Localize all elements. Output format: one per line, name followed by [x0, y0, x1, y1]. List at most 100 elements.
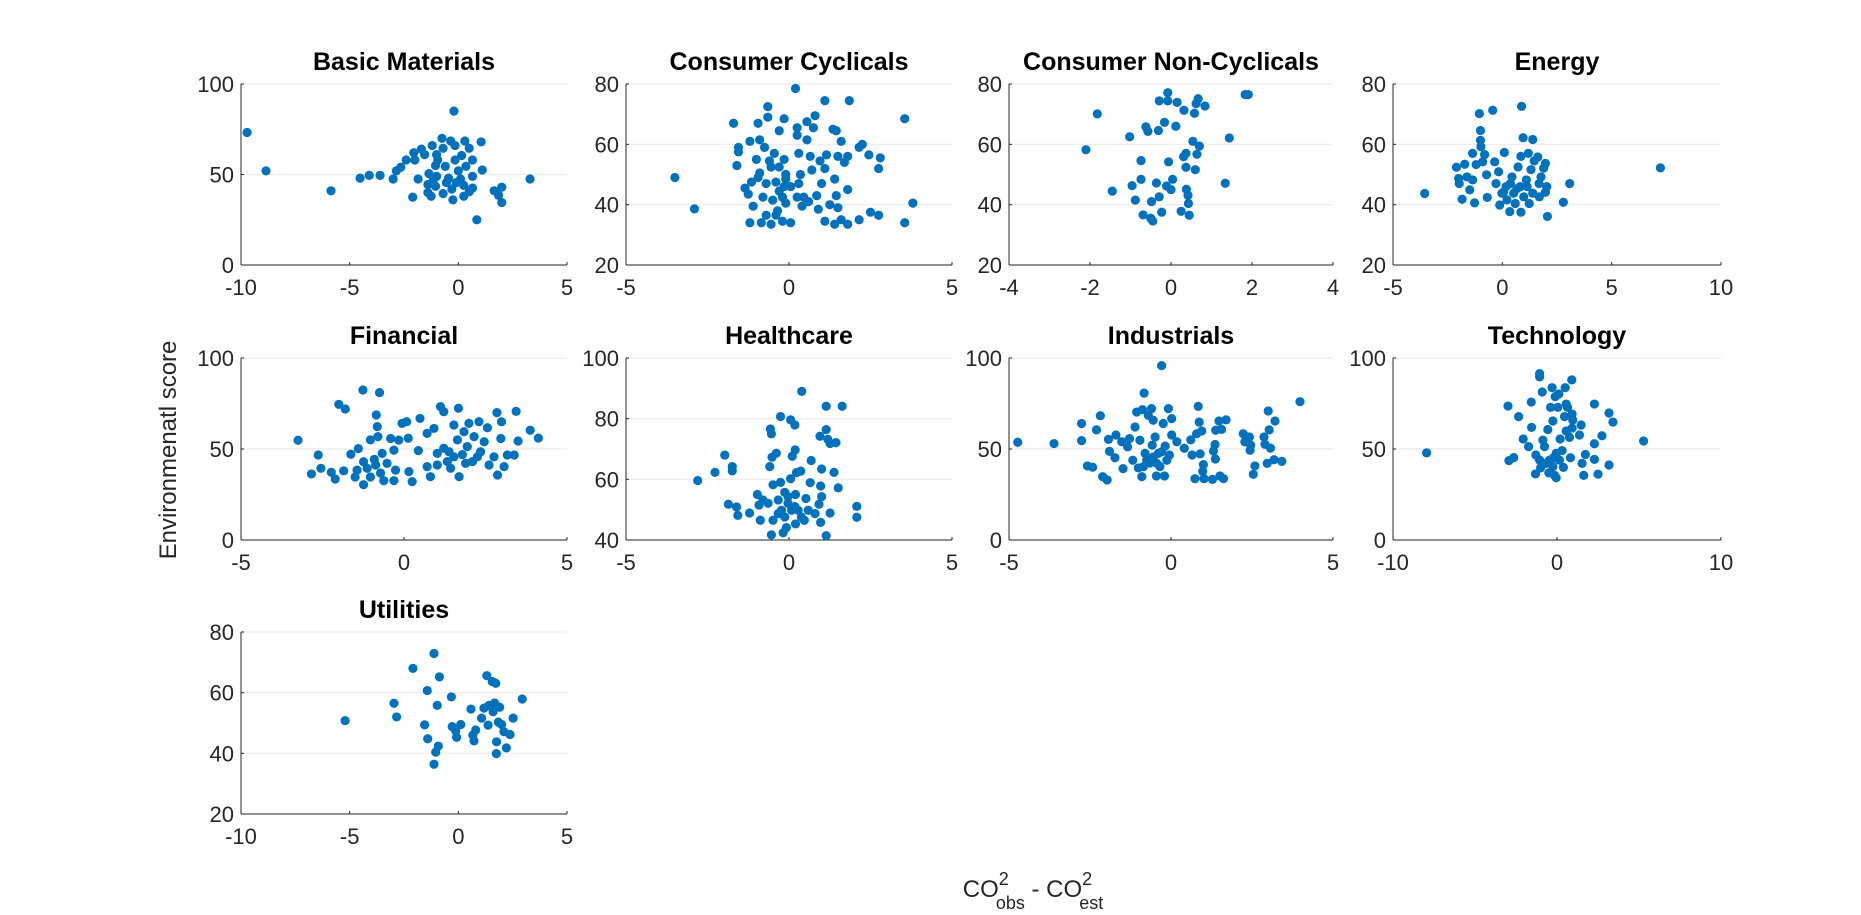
data-point: [427, 140, 437, 151]
data-point: [1139, 388, 1149, 398]
data-point: [803, 197, 814, 207]
data-point: [1516, 151, 1526, 161]
y-tick-label: 80: [595, 407, 619, 432]
data-point: [744, 508, 755, 518]
data-point: [836, 215, 846, 225]
data-point: [803, 505, 813, 515]
data-point: [1193, 94, 1203, 104]
data-point: [358, 480, 369, 490]
data-point: [1157, 361, 1167, 371]
data-point: [464, 418, 474, 428]
x-tick-label: 5: [561, 824, 573, 849]
data-point: [821, 424, 831, 435]
data-point: [1499, 147, 1509, 158]
data-point: [1513, 162, 1523, 172]
data-point: [1539, 442, 1550, 452]
data-point: [403, 433, 413, 443]
data-point: [1559, 412, 1570, 422]
data-point: [755, 168, 765, 178]
x-tick-label: 0: [452, 824, 464, 849]
data-point: [796, 466, 806, 476]
data-point: [1148, 216, 1158, 226]
data-point: [1166, 184, 1176, 195]
data-point: [1179, 105, 1189, 115]
y-tick-label: 100: [197, 346, 234, 371]
data-point: [781, 522, 791, 533]
data-point: [1597, 431, 1607, 441]
data-point: [720, 450, 730, 460]
data-point: [812, 191, 822, 201]
data-point: [745, 136, 755, 146]
data-point: [350, 472, 360, 482]
data-point: [908, 198, 918, 208]
data-point: [1179, 443, 1189, 453]
x-tick-label: -5: [616, 275, 636, 300]
data-point: [432, 700, 442, 711]
data-point: [1136, 156, 1146, 166]
data-point: [1159, 117, 1170, 127]
y-tick-label: 40: [595, 193, 619, 218]
data-point: [525, 174, 535, 184]
data-point: [831, 191, 841, 201]
data-point: [814, 499, 824, 509]
x-tick-label: -2: [1080, 275, 1100, 300]
data-point: [492, 470, 503, 480]
subplot-consumer-non-cyclicals: 20 40 60 80 -4 -2 0 2 4 Consumer Non-Cyclicals: [978, 48, 1340, 300]
data-point: [774, 186, 784, 196]
data-point: [389, 445, 399, 455]
data-point: [790, 83, 801, 94]
data-point: [773, 495, 783, 505]
data-point: [489, 452, 499, 462]
data-point: [1157, 447, 1167, 457]
data-point: [830, 219, 840, 229]
data-point: [1162, 455, 1172, 465]
data-point: [334, 399, 344, 410]
data-point: [429, 423, 439, 434]
data-point: [1221, 415, 1231, 425]
data-point: [1199, 474, 1209, 484]
x-tick-label: -5: [1383, 275, 1403, 300]
data-point: [768, 515, 778, 525]
data-point: [748, 201, 758, 211]
data-point: [1655, 163, 1666, 173]
subplot-utilities: 20 40 60 80 -10 -5 0 5 Utilities: [210, 596, 574, 849]
data-point: [1467, 148, 1478, 158]
data-point: [330, 474, 340, 484]
x-tick-label: 5: [561, 550, 573, 575]
data-point: [476, 137, 486, 147]
data-point: [833, 203, 843, 213]
x-axis-label-sup1: 2: [999, 869, 1009, 889]
data-point: [1589, 399, 1599, 409]
data-point: [1135, 435, 1145, 445]
data-point: [746, 177, 757, 187]
data-point: [1589, 439, 1599, 449]
data-point: [1475, 125, 1486, 136]
y-tick-label: 0: [1374, 528, 1386, 553]
data-point: [900, 218, 910, 228]
data-point: [386, 433, 396, 444]
data-point: [1530, 469, 1541, 479]
data-point: [765, 461, 775, 472]
data-point: [1537, 387, 1547, 397]
data-point: [864, 150, 874, 160]
data-point: [1469, 198, 1480, 208]
data-point: [797, 201, 807, 211]
x-tick-label: -10: [1377, 550, 1409, 575]
data-point: [355, 173, 365, 183]
data-point: [469, 432, 479, 442]
data-point: [761, 210, 771, 220]
x-tick-label: 0: [783, 550, 795, 575]
x-tick-label: -5: [340, 824, 360, 849]
data-point: [1543, 424, 1553, 435]
data-point: [1150, 432, 1160, 442]
x-axis-label-base2: CO: [1046, 876, 1082, 903]
data-point: [401, 155, 411, 165]
data-point: [1194, 417, 1204, 427]
data-point: [1262, 458, 1272, 468]
data-point: [1480, 149, 1490, 160]
data-point: [1518, 434, 1528, 444]
data-point: [1127, 181, 1137, 191]
x-axis-label-base1: CO: [963, 876, 999, 903]
